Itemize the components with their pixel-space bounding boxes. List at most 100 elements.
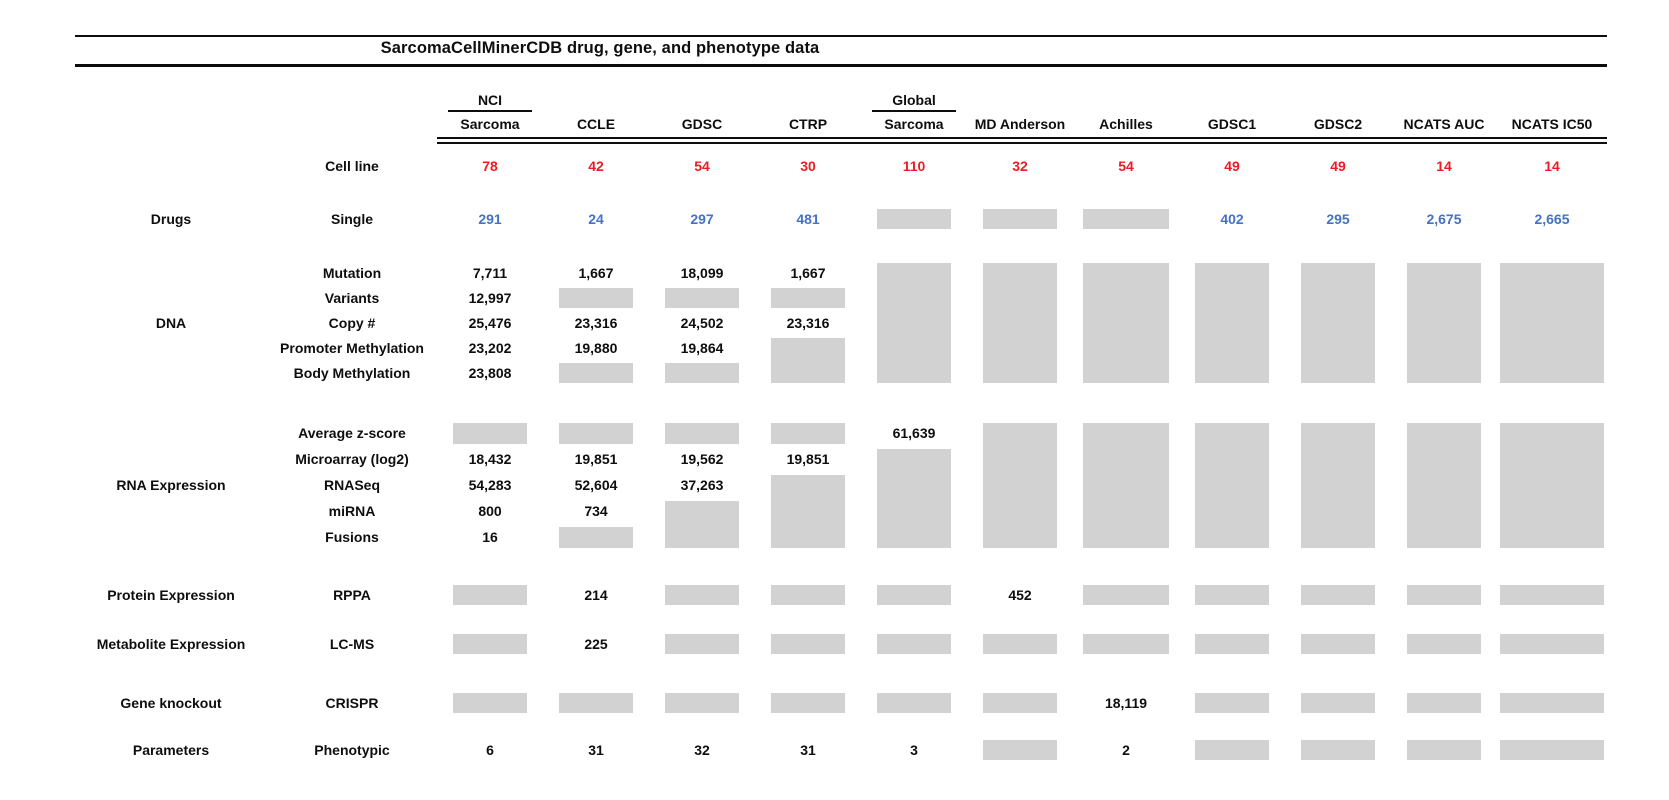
column-header-label: GDSC1 — [1207, 116, 1257, 132]
data-type-label: Fusions — [325, 529, 379, 545]
missing-data-cell — [755, 335, 861, 385]
data-type-label: RPPA — [333, 586, 371, 603]
missing-data-box — [665, 633, 739, 654]
missing-data-box — [559, 362, 633, 383]
data-value: 18,099 — [680, 264, 724, 281]
missing-data-box — [877, 633, 951, 654]
section-dna: DNA Mutation 7,711 1,667 18,099 1,667 Variants… — [75, 260, 1607, 385]
data-value: 19,880 — [574, 339, 618, 356]
missing-data-box — [1407, 262, 1481, 383]
missing-data-box — [1083, 208, 1169, 229]
missing-data-cell — [1497, 631, 1607, 656]
section-category-label: Gene knockout — [120, 694, 222, 711]
missing-data-cell — [1391, 260, 1497, 385]
section-gene-knockout: Gene knockout CRISPR 18,119 — [75, 690, 1607, 715]
data-value: 37,263 — [680, 477, 724, 493]
cell-line-count: 14 — [1544, 158, 1560, 174]
data-type-label: Microarray (log2) — [295, 451, 409, 467]
data-value: 2,675 — [1426, 210, 1462, 227]
missing-data-box — [665, 500, 739, 548]
missing-data-cell — [649, 582, 755, 607]
missing-data-box — [559, 422, 633, 444]
missing-data-cell — [967, 690, 1073, 715]
column-header-group: NCI — [448, 91, 532, 112]
data-value: 7,711 — [472, 264, 508, 281]
data-value: 31 — [588, 741, 604, 758]
column-header-group: Global — [872, 91, 956, 112]
missing-data-cell — [1497, 260, 1607, 385]
data-value: 18,119 — [1104, 694, 1148, 711]
missing-data-cell — [543, 524, 649, 550]
missing-data-cell — [1179, 737, 1285, 762]
missing-data-box — [559, 287, 633, 308]
missing-data-box — [1407, 633, 1481, 654]
data-value: 800 — [478, 503, 502, 519]
missing-data-box — [1083, 584, 1169, 605]
missing-data-box — [665, 584, 739, 605]
missing-data-cell — [755, 690, 861, 715]
data-type-label: Mutation — [322, 264, 382, 281]
data-type-label: Copy # — [328, 314, 376, 331]
missing-data-box — [665, 692, 739, 713]
missing-data-box — [559, 692, 633, 713]
data-value: 19,562 — [680, 451, 724, 467]
missing-data-box — [983, 633, 1057, 654]
missing-data-box — [1195, 739, 1269, 760]
column-header: MD Anderson — [967, 88, 1073, 136]
missing-data-cell — [967, 737, 1073, 762]
section-parameters: Parameters Phenotypic 6 31 32 31 3 2 — [75, 737, 1607, 762]
data-value: 24,502 — [680, 314, 724, 331]
missing-data-box — [1301, 422, 1375, 548]
missing-data-box — [1195, 584, 1269, 605]
column-header: GDSC2 — [1285, 88, 1391, 136]
data-value: 291 — [478, 210, 502, 227]
data-value: 16 — [482, 529, 498, 545]
missing-data-cell — [1179, 260, 1285, 385]
header-double-rule — [437, 137, 1607, 144]
data-value: 19,851 — [786, 451, 830, 467]
missing-data-box — [771, 474, 845, 548]
column-header-label: Sarcoma — [460, 116, 520, 132]
missing-data-box — [1407, 739, 1481, 760]
missing-data-box — [453, 584, 527, 605]
cell-line-count: 78 — [482, 158, 498, 174]
cell-line-count: 14 — [1436, 158, 1452, 174]
missing-data-cell — [1179, 420, 1285, 550]
cell-line-row: Cell line 78 42 54 30 110 32 54 49 49 14 14 — [75, 155, 1607, 177]
missing-data-box — [1195, 262, 1269, 383]
missing-data-box — [665, 362, 739, 383]
column-header-label: CTRP — [788, 116, 828, 132]
data-value: 54,283 — [468, 477, 512, 493]
missing-data-cell — [649, 498, 755, 550]
section-category-label: RNA Expression — [116, 477, 226, 493]
missing-data-cell — [1497, 582, 1607, 607]
missing-data-box — [1083, 633, 1169, 654]
column-header: NCATS IC50 — [1497, 88, 1607, 136]
missing-data-box — [1407, 422, 1481, 548]
missing-data-box — [1301, 584, 1375, 605]
missing-data-box — [771, 692, 845, 713]
column-header: CCLE — [543, 88, 649, 136]
title-rule-top — [75, 35, 1607, 37]
missing-data-cell — [861, 260, 967, 385]
section-rna-expression: RNA Expression Average z-score 61,639 Micro… — [75, 420, 1607, 550]
data-value: 2,665 — [1534, 210, 1570, 227]
data-value: 6 — [486, 741, 494, 758]
missing-data-cell — [755, 472, 861, 550]
column-header: CTRP — [755, 88, 861, 136]
column-header-label: GDSC2 — [1313, 116, 1363, 132]
cell-line-count: 110 — [902, 158, 926, 174]
missing-data-box — [1500, 633, 1604, 654]
data-value: 18,432 — [468, 451, 512, 467]
missing-data-cell — [1073, 260, 1179, 385]
column-header-label: CCLE — [576, 116, 616, 132]
missing-data-cell — [1285, 260, 1391, 385]
section-category-label: DNA — [155, 314, 187, 331]
data-value: 32 — [694, 741, 710, 758]
data-value: 52,604 — [574, 477, 618, 493]
data-value: 452 — [1008, 586, 1032, 603]
missing-data-box — [453, 422, 527, 444]
missing-data-cell — [861, 582, 967, 607]
missing-data-box — [983, 208, 1057, 229]
missing-data-box — [771, 584, 845, 605]
